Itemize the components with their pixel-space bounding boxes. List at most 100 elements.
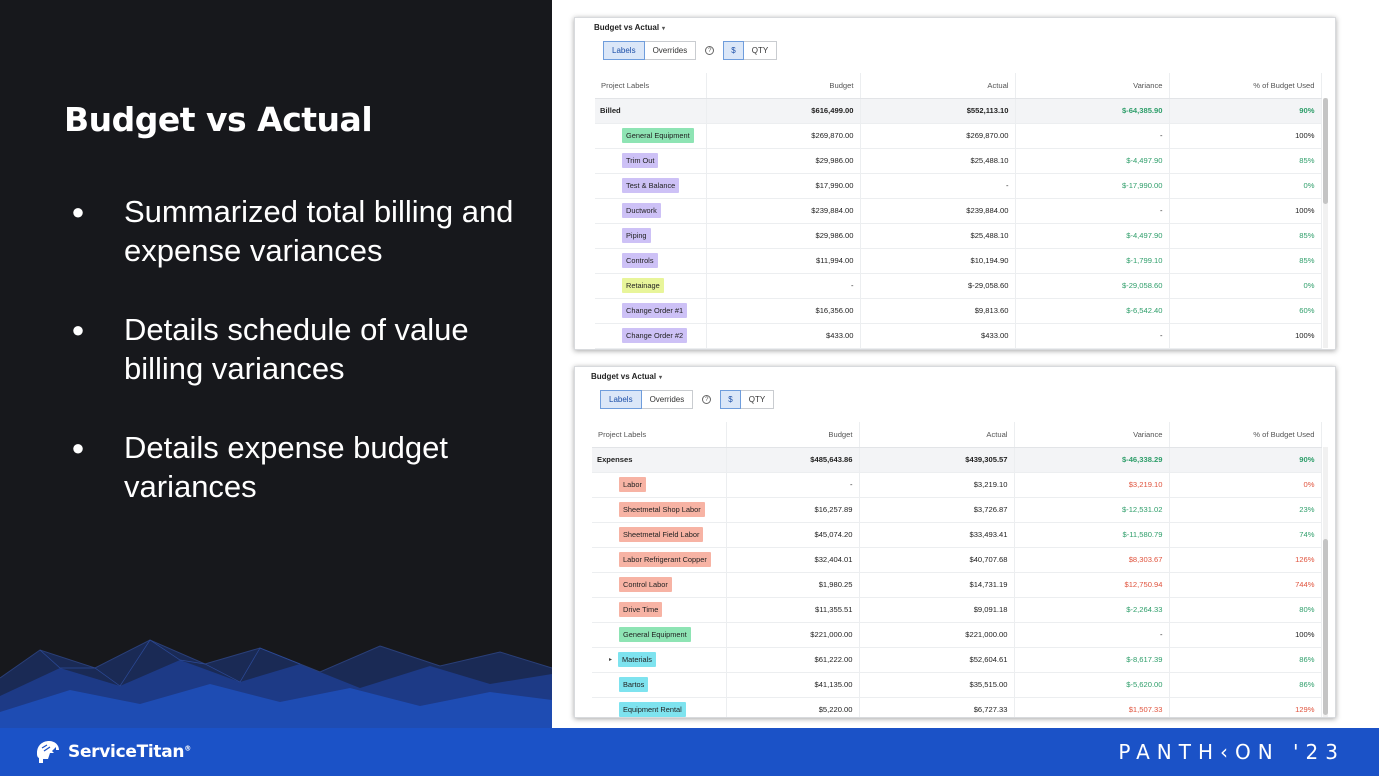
project-label-tag[interactable]: Change Order #1 [622,303,688,318]
percent-used-cell: 90% [1169,447,1322,473]
project-label-tag[interactable]: Trim Out [622,153,659,168]
slide-right-panel: Budget vs Actual ▾ Labels Overrides ? $ Q… [552,0,1379,728]
table-total-row[interactable]: Expenses $485,643.86 $439,305.57 $-46,338.2… [592,447,1322,473]
project-label-tag[interactable]: Change Order #2 [622,328,688,343]
budget-cell: $616,499.00 [706,98,861,124]
column-header[interactable]: Variance [1014,422,1170,448]
variance-cell: $-64,385.90 [1015,98,1170,124]
table-row[interactable]: Labor Refrigerant Copper $32,404.01 $40,70… [592,547,1322,573]
actual-cell: $35,515.00 [859,672,1015,698]
variance-cell: $1,507.33 [1014,697,1170,717]
label-cell: Drive Time [592,597,727,623]
table-row[interactable]: ▸ Materials $61,222.00 $52,604.61 $-8,617.39… [592,647,1322,673]
project-label-tag[interactable]: Labor [619,477,646,492]
table-row[interactable]: Labor - $3,219.10 $3,219.10 0% [592,472,1322,498]
table-row[interactable]: Bartos $41,135.00 $35,515.00 $-5,620.00 86% [592,672,1322,698]
scrollbar[interactable] [1323,447,1328,717]
project-label-tag[interactable]: Bartos [619,677,649,692]
overrides-toggle-button[interactable]: Overrides [644,41,697,60]
table-row[interactable]: Sheetmetal Field Labor $45,074.20 $33,493.… [592,522,1322,548]
actual-cell: $239,884.00 [860,198,1016,224]
project-label-tag[interactable]: Piping [622,228,651,243]
percent-used-cell: 0% [1169,173,1322,199]
actual-cell: $3,726.87 [859,497,1015,523]
card-title[interactable]: Budget vs Actual ▾ [594,23,665,32]
help-icon[interactable]: ? [702,395,712,404]
card-title[interactable]: Budget vs Actual ▾ [591,372,662,381]
label-cell: Control Labor [592,572,727,598]
column-header[interactable]: % of Budget Used [1169,73,1322,99]
actual-cell: $25,488.10 [860,148,1016,174]
labels-toggle-button[interactable]: Labels [600,390,642,409]
card-title-text: Budget vs Actual [594,23,660,32]
project-label-tag[interactable]: Test & Balance [622,178,680,193]
overrides-toggle-button[interactable]: Overrides [641,390,694,409]
label-cell: Bartos [592,672,727,698]
scrollbar-thumb[interactable] [1323,539,1328,715]
table-row[interactable]: Trim Out $29,986.00 $25,488.10 $-4,497.90 85… [595,148,1322,174]
table-row[interactable]: Retainage - $-29,058.60 $-29,058.60 0% [595,273,1322,299]
column-header[interactable]: Budget [726,422,860,448]
help-icon[interactable]: ? [705,46,715,55]
budget-cell: $485,643.86 [726,447,860,473]
percent-used-cell: 74% [1169,522,1322,548]
project-label-tag[interactable]: General Equipment [622,128,694,143]
percent-used-cell: 100% [1169,622,1322,648]
column-header[interactable]: Project Labels [592,422,727,448]
budget-cell: $16,356.00 [706,298,861,324]
table-total-row[interactable]: Billed $616,499.00 $552,113.10 $-64,385.90 9… [595,98,1322,124]
table-row[interactable]: Drive Time $11,355.51 $9,091.18 $-2,264.33 8… [592,597,1322,623]
budget-cell: $239,884.00 [706,198,861,224]
table-row[interactable]: General Equipment $221,000.00 $221,000.00-… [592,622,1322,648]
expand-arrow-icon[interactable]: ▸ [608,657,612,663]
table-row[interactable]: Ductwork $239,884.00 $239,884.00-100% [595,198,1322,224]
table-header-row: Project Labels Budget Actual Variance % … [592,422,1322,448]
slide-title: Budget vs Actual [64,100,373,139]
project-label-tag[interactable]: Equipment Rental [619,702,686,717]
column-header[interactable]: % of Budget Used [1169,422,1322,448]
variance-cell: - [1015,323,1170,349]
scrollbar-thumb[interactable] [1323,98,1328,204]
actual-cell: $10,194.90 [860,248,1016,274]
project-label-tag[interactable]: Ductwork [622,203,661,218]
budget-cell: $61,222.00 [726,647,860,673]
dollar-toggle-button[interactable]: $ [723,41,744,60]
project-label-tag[interactable]: Labor Refrigerant Copper [619,552,711,567]
project-label-tag[interactable]: General Equipment [619,627,691,642]
table-row[interactable]: Change Order #2 $433.00 $433.00-100% [595,323,1322,349]
actual-cell: $9,813.60 [860,298,1016,324]
dollar-toggle-button[interactable]: $ [720,390,741,409]
qty-toggle-button[interactable]: QTY [743,41,778,60]
project-label-tag[interactable]: Sheetmetal Field Labor [619,527,704,542]
bullet-dot: ● [71,199,85,224]
scrollbar[interactable] [1323,98,1328,348]
column-header[interactable]: Actual [860,73,1016,99]
project-label-tag[interactable]: Sheetmetal Shop Labor [619,502,705,517]
project-label-tag[interactable]: Controls [622,253,658,268]
qty-toggle-button[interactable]: QTY [740,390,775,409]
table-row[interactable]: General Equipment $269,870.00 $269,870.00-… [595,123,1322,149]
view-toggle-bar: Labels Overrides ? $ QTY [600,390,775,409]
table-row[interactable]: Change Order #1 $16,356.00 $9,813.60 $-6,54… [595,298,1322,324]
actual-cell: $9,091.18 [859,597,1015,623]
table-row[interactable]: Control Labor $1,980.25 $14,731.19 $12,750.… [592,572,1322,598]
label-cell: Sheetmetal Field Labor [592,522,727,548]
project-label-tag[interactable]: Control Labor [619,577,672,592]
chevron-down-icon: ▾ [659,375,663,381]
column-header[interactable]: Project Labels [595,73,707,99]
table-row[interactable]: Equipment Rental $5,220.00 $6,727.33 $1,507… [592,697,1322,717]
labels-toggle-button[interactable]: Labels [603,41,645,60]
table-row[interactable]: Controls $11,994.00 $10,194.90 $-1,799.10 85… [595,248,1322,274]
column-header[interactable]: Budget [706,73,861,99]
project-label-tag[interactable]: Drive Time [619,602,663,617]
label-cell: Equipment Rental [592,697,727,717]
project-label-tag[interactable]: Retainage [622,278,664,293]
column-header[interactable]: Actual [859,422,1015,448]
table-row[interactable]: Sheetmetal Shop Labor $16,257.89 $3,726.87… [592,497,1322,523]
table-header-row: Project Labels Budget Actual Variance % … [595,73,1322,99]
project-label-tag[interactable]: Materials [618,652,656,667]
table-row[interactable]: Test & Balance $17,990.00- $-17,990.00 0% [595,173,1322,199]
column-header[interactable]: Variance [1015,73,1170,99]
table-row[interactable]: Piping $29,986.00 $25,488.10 $-4,497.90 85% [595,223,1322,249]
variance-cell: $8,303.67 [1014,547,1170,573]
